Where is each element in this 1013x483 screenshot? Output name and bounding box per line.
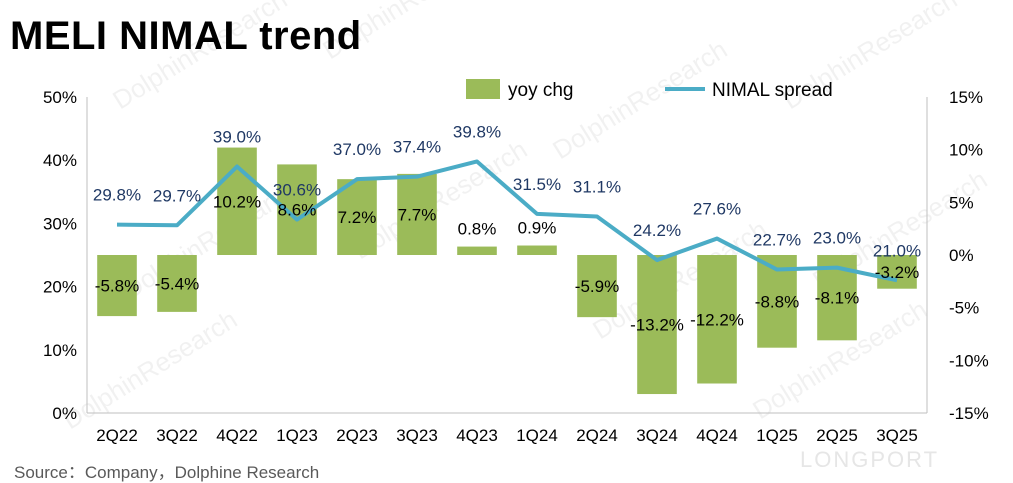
bar-data-label: -13.2%	[630, 316, 684, 335]
x-tick-label: 3Q23	[396, 426, 438, 445]
x-tick-label: 2Q23	[336, 426, 378, 445]
x-tick-label: 3Q24	[636, 426, 678, 445]
x-tick-label: 4Q22	[216, 426, 258, 445]
x-tick-label: 4Q23	[456, 426, 498, 445]
bar-data-label: -8.1%	[815, 289, 859, 308]
x-tick-label: 1Q25	[756, 426, 798, 445]
brand-logo: LONGPORT	[800, 447, 939, 473]
watermark-text: DolphinResearch	[547, 34, 732, 165]
y-left-tick-label: 50%	[43, 88, 77, 107]
line-data-label: 29.8%	[93, 186, 141, 205]
y-left-tick-label: 20%	[43, 278, 77, 297]
x-tick-label: 3Q25	[876, 426, 918, 445]
x-tick-label: 4Q24	[696, 426, 738, 445]
bar-data-label: -5.4%	[155, 274, 199, 293]
source-note: Source：Company，Dolphine Research	[14, 458, 319, 483]
line-data-label: 30.6%	[273, 181, 321, 200]
line-data-label: 29.7%	[153, 186, 201, 205]
bar-data-label: -8.8%	[755, 292, 799, 311]
watermark-text: DolphinResearch	[57, 304, 242, 435]
y-left-tick-label: 10%	[43, 341, 77, 360]
bar-data-label: 7.2%	[338, 208, 377, 227]
y-right-tick-label: -15%	[949, 404, 989, 423]
y-right-tick-label: 0%	[949, 246, 974, 265]
line-data-label: 23.0%	[813, 229, 861, 248]
bar-data-label: 0.8%	[458, 220, 497, 239]
line-data-label: 24.2%	[633, 221, 681, 240]
line-data-label: 39.0%	[213, 128, 261, 147]
line-data-label: 27.6%	[693, 200, 741, 219]
bar-data-label: 0.9%	[518, 219, 557, 238]
bar	[517, 246, 557, 255]
x-tick-label: 1Q24	[516, 426, 558, 445]
legend-swatch-bars	[466, 79, 500, 99]
legend-label-line: NIMAL spread	[712, 80, 833, 101]
legend-label-bars: yoy chg	[508, 80, 573, 101]
y-left-tick-label: 30%	[43, 214, 77, 233]
x-tick-label: 2Q25	[816, 426, 858, 445]
bar-data-label: -5.8%	[95, 277, 139, 296]
line-data-label: 21.0%	[873, 241, 921, 260]
y-right-tick-label: 5%	[949, 193, 974, 212]
y-right-tick-label: 15%	[949, 88, 983, 107]
bar-data-label: -3.2%	[875, 263, 919, 282]
bar-data-label: 8.6%	[278, 201, 317, 220]
line-data-label: 39.8%	[453, 122, 501, 141]
line-data-label: 37.0%	[333, 140, 381, 159]
y-left-tick-label: 0%	[52, 404, 77, 423]
line-data-label: 22.7%	[753, 231, 801, 250]
bar-data-label: -5.9%	[575, 277, 619, 296]
watermark-text: DolphinResearch	[107, 0, 292, 115]
x-tick-label: 2Q24	[576, 426, 618, 445]
bar	[457, 247, 497, 255]
y-right-tick-label: 10%	[949, 141, 983, 160]
bar-data-label: -12.2%	[690, 310, 744, 329]
bar-data-label: 7.7%	[398, 205, 437, 224]
y-left-tick-label: 40%	[43, 151, 77, 170]
line-data-label: 37.4%	[393, 138, 441, 157]
line-data-label: 31.1%	[573, 177, 621, 196]
bar-data-label: 10.2%	[213, 192, 261, 211]
x-tick-label: 2Q22	[96, 426, 138, 445]
x-tick-label: 1Q23	[276, 426, 318, 445]
y-right-tick-label: -10%	[949, 351, 989, 370]
y-right-tick-label: -5%	[949, 299, 979, 318]
watermark-text: DolphinResearch	[317, 0, 502, 65]
x-tick-label: 3Q22	[156, 426, 198, 445]
line-data-label: 31.5%	[513, 175, 561, 194]
